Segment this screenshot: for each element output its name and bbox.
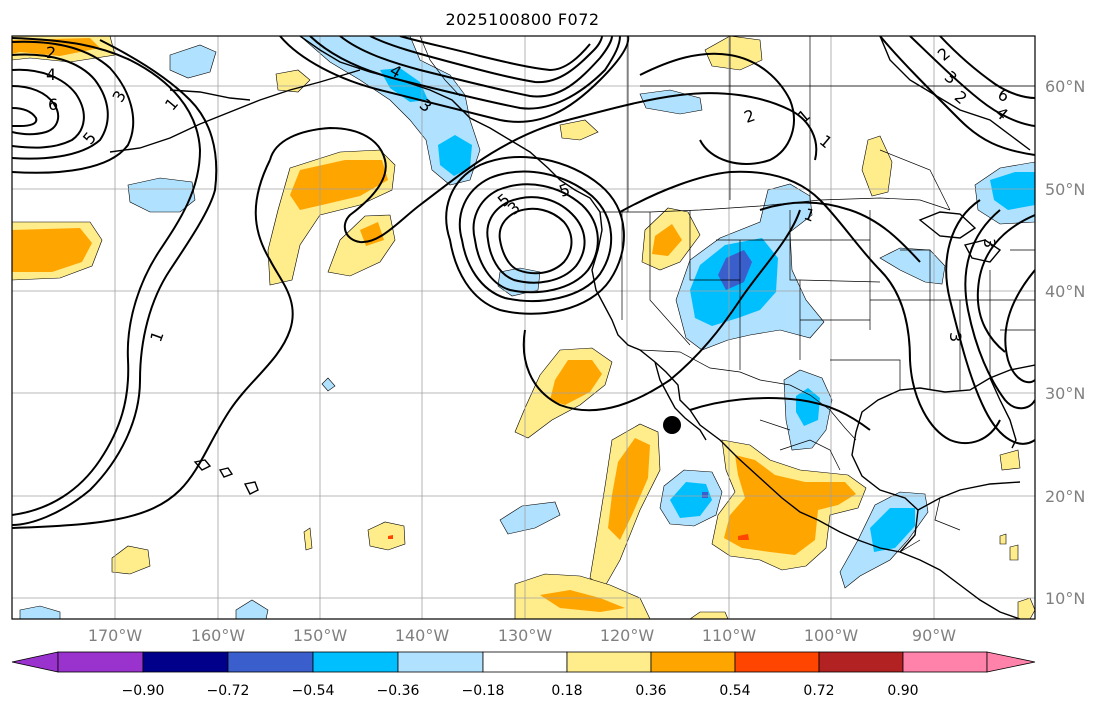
colorbar-tick-label: −0.72 [206,683,250,699]
colorbar-segment [57,651,144,673]
anomaly-blue-region [870,508,915,552]
graticule [12,36,1035,619]
anomaly-orange-region [12,228,92,272]
anomaly-positive-region [861,135,893,197]
colorbar-tick-label: 0.18 [551,683,583,699]
anomaly-blue-region [796,388,820,426]
anomaly-positive-region [559,119,599,141]
colorbar-segment [818,651,904,673]
colorbar-tick-label: 0.54 [719,683,751,699]
colorbar-tick-label: −0.18 [461,683,505,699]
contour-lines [12,36,1035,529]
anomaly-darkblue-region [702,492,708,498]
lat-label-30n: 30°N [1045,384,1086,403]
colorbar-segment [482,651,568,673]
anomaly-negative-region [639,89,703,115]
lon-label-110w: 110°W [701,626,757,645]
anomaly-orange-region [550,360,602,405]
colorbar-tick-label: −0.54 [291,683,335,699]
anomaly-orange-region [652,224,682,256]
lon-label-120w: 120°W [599,626,655,645]
anomaly-negative-region [321,377,336,392]
political-borders [419,36,1035,553]
map-frame [11,35,1036,620]
colorbar-segment [650,651,736,673]
lon-label-100w: 100°W [803,626,859,645]
colorbar-tick-label: 0.36 [635,683,667,699]
colorbar-segment [566,651,652,673]
lon-label-90w: 90°W [911,626,957,645]
anomaly-blue-region [670,482,712,518]
contour-label: 2 [46,43,56,62]
anomaly-negative-region [19,605,61,619]
colorbar-segment [902,651,988,673]
colorbar-segment [142,651,229,673]
anomaly-blue-region [990,172,1035,210]
anomaly-negative-region [499,501,561,535]
anomaly-blue-region [380,68,428,102]
colorbar-segment [227,651,314,673]
colorbar-min-extend [11,651,59,673]
anomaly-positive-region [689,611,729,619]
lat-label-60n: 60°N [1045,77,1086,96]
lat-label-50n: 50°N [1045,180,1086,199]
anomaly-positive-region [999,449,1021,471]
location-marker [663,416,681,434]
lon-label-150w: 150°W [292,626,348,645]
lon-label-160w: 160°W [190,626,246,645]
contour-label: 3 [946,332,965,342]
colorbar-tick-label: −0.36 [376,683,420,699]
colorbar-segment [312,651,399,673]
anomaly-positive-region [999,533,1007,545]
colorbar-tick-label: 0.90 [887,683,919,699]
lat-label-10n: 10°N [1045,589,1086,608]
anomaly-positive-region [367,521,406,551]
anomaly-orange-region [360,222,384,246]
lon-label-130w: 130°W [497,626,553,645]
anomaly-negative-region [235,599,269,619]
anomaly-orange-region [608,438,650,540]
lat-label-20n: 20°N [1045,487,1086,506]
anomaly-positive-region [303,527,313,551]
colorbar [11,651,1036,673]
colorbar-segment [734,651,820,673]
anomaly-positive-region [1017,597,1035,619]
anomaly-positive-region [111,545,151,575]
anomaly-negative-region [169,44,217,79]
contour-label: 6 [48,95,58,114]
contour-label: 3 [980,238,999,248]
anomaly-blue-region [438,135,472,176]
anomaly-red-spot [388,535,393,539]
colorbar-segment [397,651,484,673]
colorbar-tick-label: −0.90 [121,683,165,699]
anomaly-red-spot [738,534,749,540]
contour-label: 4 [46,65,56,84]
lon-label-170w: 170°W [87,626,143,645]
colorbar-tick-label: 0.72 [803,683,835,699]
lat-label-40n: 40°N [1045,282,1086,301]
anomaly-negative-region [879,247,946,285]
lon-label-140w: 140°W [394,626,450,645]
map-title: 2025100800 F072 [445,10,600,29]
anomaly-orange-region [540,590,625,612]
colorbar-max-extend [986,651,1036,673]
anomaly-positive-region [1009,544,1019,561]
anomaly-orange-region [290,160,388,210]
anomaly-positive-region [704,36,763,71]
